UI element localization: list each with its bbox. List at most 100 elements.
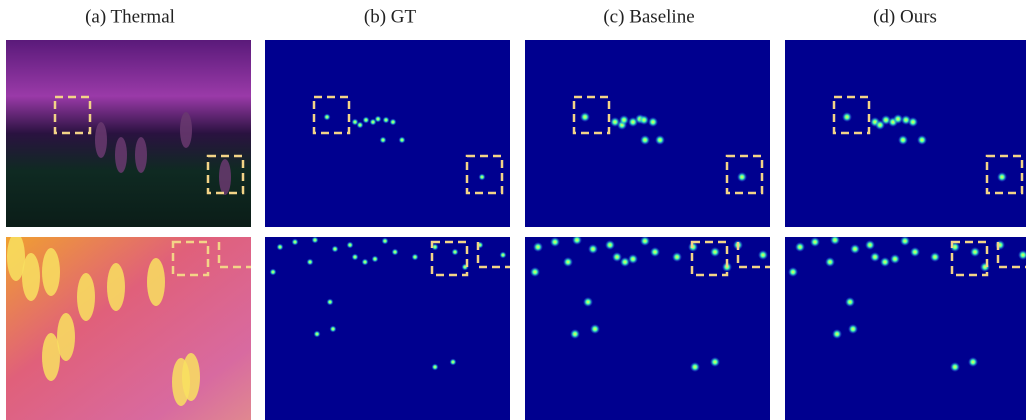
density-blob [810, 237, 820, 247]
density-blob [908, 117, 918, 127]
density-blob [329, 325, 337, 333]
density-blob [910, 247, 920, 257]
density-blob [917, 135, 927, 145]
density-blob [411, 253, 419, 261]
person [77, 273, 95, 321]
density-blob [865, 240, 875, 250]
density-blob [389, 118, 397, 126]
density-blob [449, 358, 457, 366]
density-blob [620, 257, 630, 267]
density-blob [533, 242, 543, 252]
person [147, 258, 165, 306]
density-blob [639, 115, 649, 125]
density-map [265, 40, 510, 227]
image-panel [6, 237, 251, 420]
highlight-box [206, 154, 245, 195]
thermal-image [6, 40, 251, 227]
density-blob [572, 237, 582, 245]
density-blob [605, 240, 615, 250]
density-blob [291, 238, 299, 246]
highlight-box [430, 240, 469, 277]
caption: (d) Ours [873, 6, 937, 27]
highlight-box [736, 237, 770, 269]
density-blob [788, 267, 798, 277]
person [115, 137, 127, 173]
density-blob [1018, 250, 1026, 260]
caption: (c) Baseline [603, 6, 694, 27]
density-blob [590, 324, 600, 334]
density-blob [842, 112, 852, 122]
density-blob [830, 237, 840, 245]
density-blob [898, 135, 908, 145]
density-blob [530, 267, 540, 277]
density-blob [890, 254, 900, 264]
density-blob [710, 247, 720, 257]
density-map [265, 237, 510, 420]
density-blob [499, 251, 507, 259]
density-blob [323, 113, 331, 121]
density-blob [737, 172, 747, 182]
density-blob [640, 135, 650, 145]
highlight-box [217, 237, 251, 269]
person [95, 122, 107, 158]
highlight-box [53, 95, 92, 135]
density-blob [356, 121, 364, 129]
highlight-box [465, 154, 504, 195]
highlight-box [725, 154, 764, 195]
density-blob [640, 237, 650, 246]
density-blob [379, 136, 387, 144]
density-blob [997, 172, 1007, 182]
density-blob [371, 255, 379, 263]
image-panel [265, 237, 510, 420]
density-blob [269, 268, 277, 276]
density-blob [583, 297, 593, 307]
person [22, 253, 40, 301]
density-blob [382, 116, 390, 124]
highlight-box [171, 240, 210, 277]
density-blob [362, 116, 370, 124]
density-blob [710, 357, 720, 367]
density-blob [980, 262, 990, 272]
image-panel [785, 40, 1026, 227]
person [219, 159, 231, 195]
density-blob [893, 114, 903, 124]
density-blob [580, 112, 590, 122]
density-blob [619, 115, 629, 125]
density-blob [563, 257, 573, 267]
density-blob [825, 257, 835, 267]
highlight-box [312, 95, 351, 135]
density-map [785, 237, 1026, 420]
density-blob [331, 245, 339, 253]
density-blob [306, 258, 314, 266]
density-blob [351, 253, 359, 261]
density-blob [550, 237, 560, 247]
person [42, 333, 60, 381]
density-blob [570, 329, 580, 339]
density-blob [650, 247, 660, 257]
density-blob [374, 115, 382, 123]
person [107, 263, 125, 311]
highlight-box [996, 237, 1026, 269]
person [7, 237, 25, 281]
density-blob [832, 329, 842, 339]
density-blob [758, 250, 768, 260]
density-blob [361, 258, 369, 266]
image-grid [6, 40, 1026, 420]
density-blob [648, 117, 658, 127]
density-map [525, 40, 770, 227]
person [182, 353, 200, 401]
caption: (a) Thermal [85, 6, 175, 27]
density-blob [950, 362, 960, 372]
density-blob [381, 237, 389, 245]
image-panel [525, 237, 770, 420]
density-blob [848, 324, 858, 334]
density-blob [995, 240, 1005, 250]
density-blob [900, 237, 910, 246]
highlight-box [832, 95, 871, 135]
density-blob [451, 248, 459, 256]
density-blob [795, 242, 805, 252]
highlight-box [572, 95, 611, 135]
person [57, 313, 75, 361]
density-map [785, 40, 1026, 227]
